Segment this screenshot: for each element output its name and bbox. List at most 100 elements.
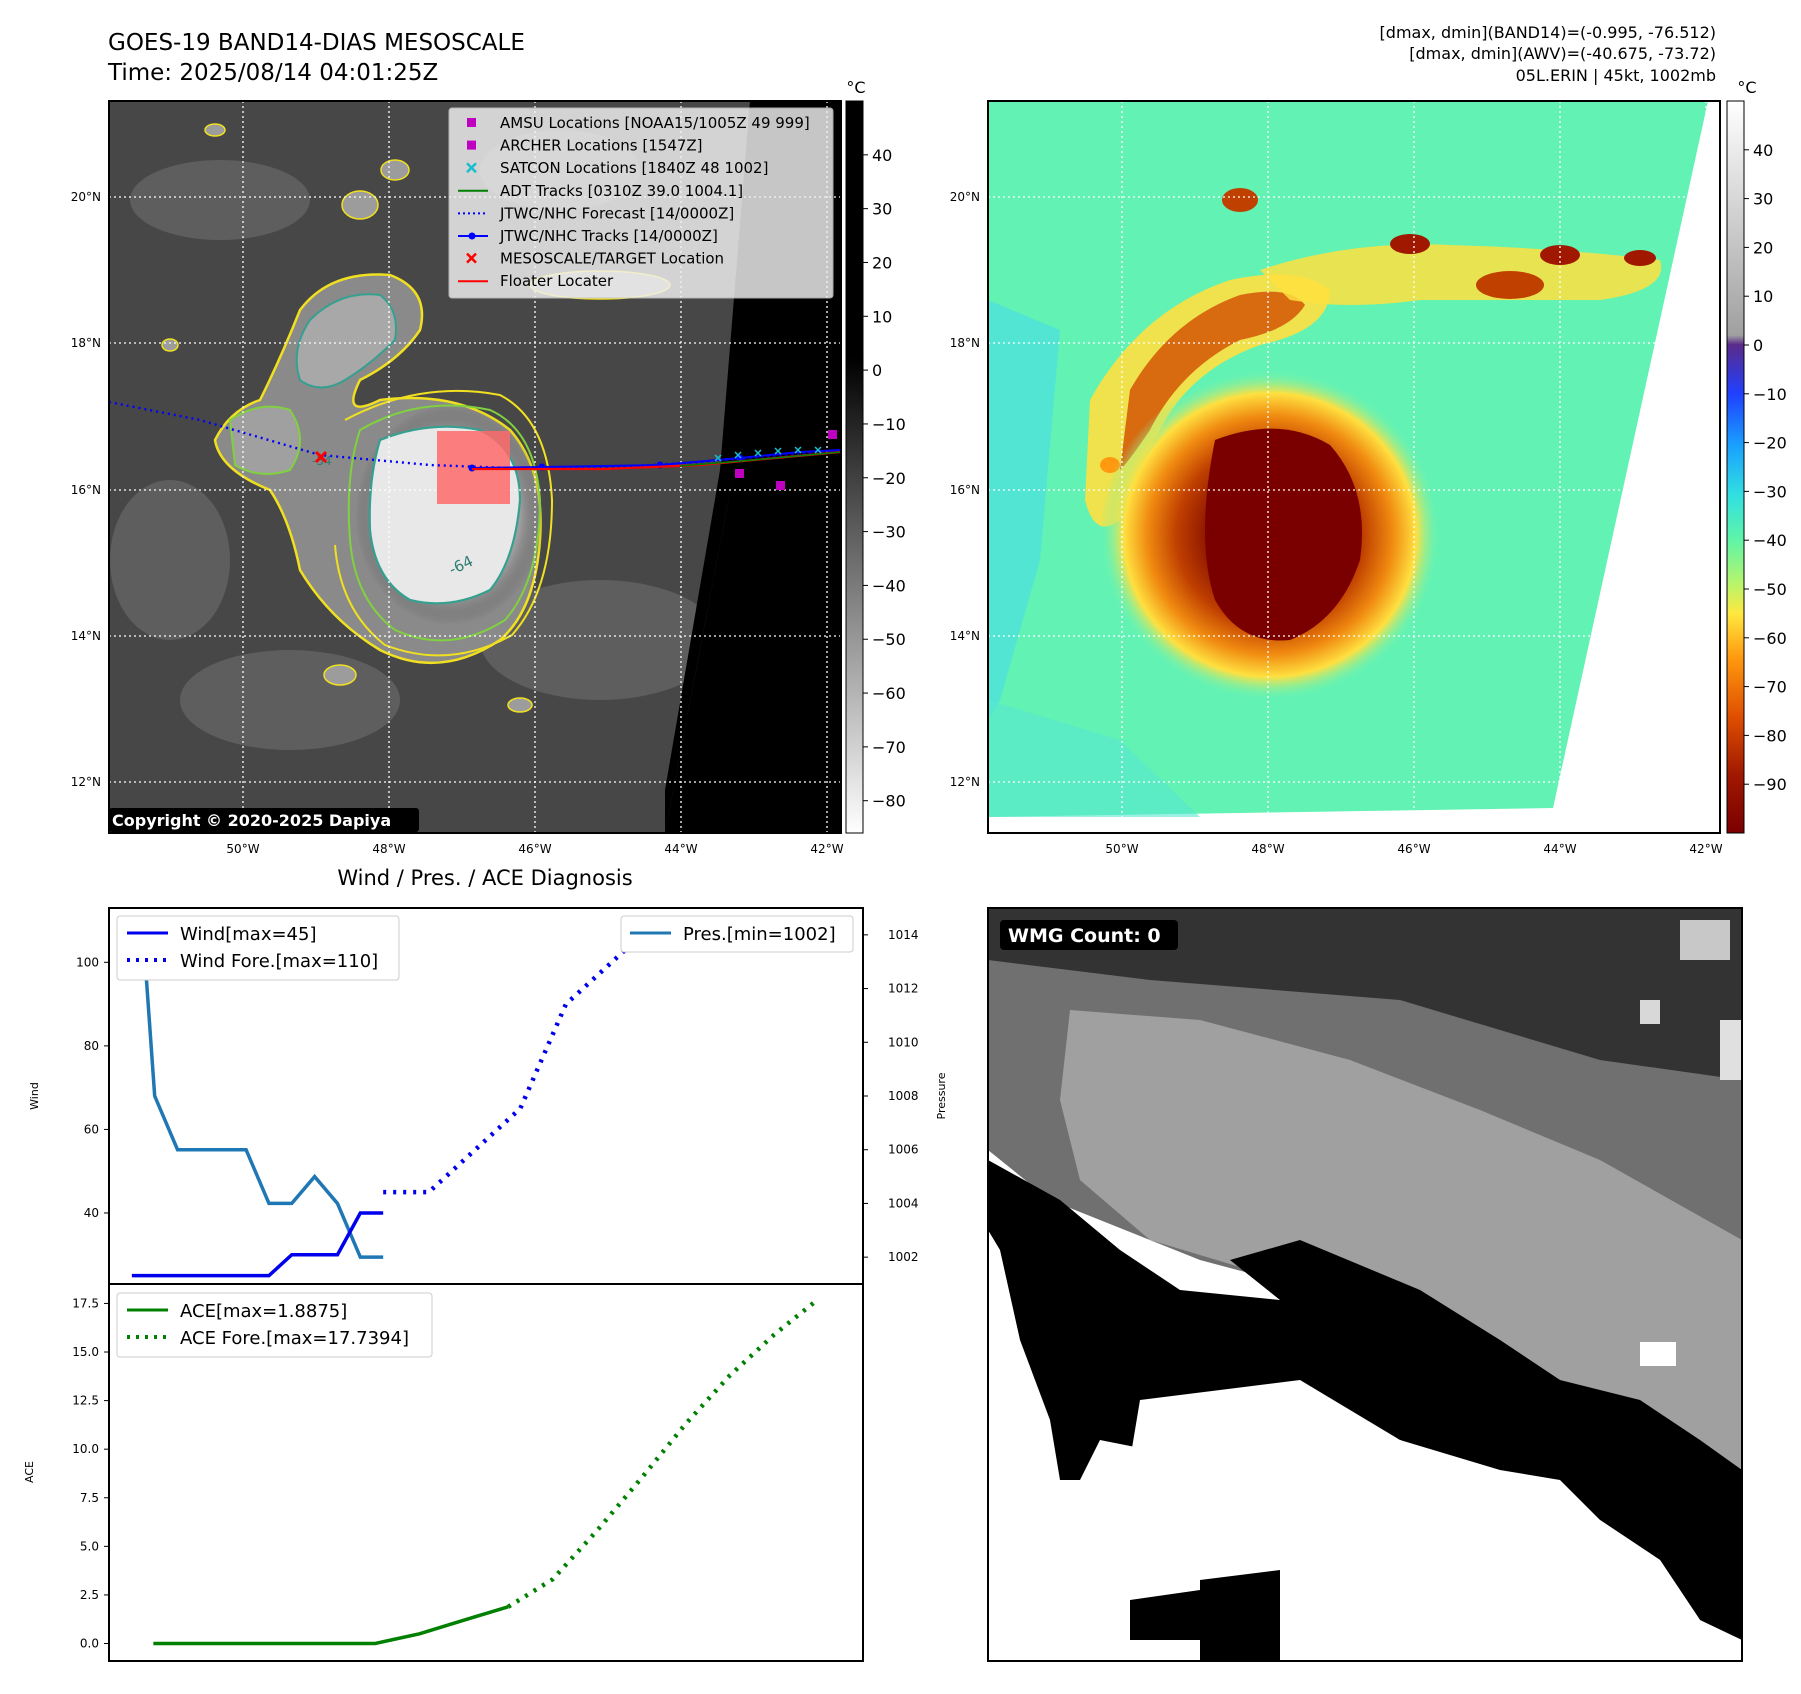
contour-label-54: -54 <box>312 454 332 468</box>
colorbar-tick-label: −80 <box>1753 726 1787 745</box>
lat-tick-label: 12°N <box>71 775 101 789</box>
colorbar-tick-label: 40 <box>1753 141 1773 160</box>
lat-tick-label: 20°N <box>950 190 980 204</box>
wind-ytick-label: 80 <box>84 1039 99 1053</box>
ace-ytick-label: 17.5 <box>72 1296 99 1310</box>
legend-label: ADT Tracks [0310Z 39.0 1004.1] <box>500 182 743 200</box>
wind-ytick-label: 60 <box>84 1122 99 1136</box>
lat-tick-label: 14°N <box>950 629 980 643</box>
colorbar-tick-label: −80 <box>872 792 906 811</box>
mesoscale-target-marker <box>314 450 328 464</box>
colorbar-tick-label: −90 <box>1753 775 1787 794</box>
adt-track <box>679 451 841 467</box>
right-map-gridlines <box>988 101 1720 833</box>
pressure-legend-label: Pres.[min=1002] <box>683 924 836 945</box>
wmg-panel: WMG Count: 0 <box>987 907 1743 1662</box>
lon-tick-label: 44°W <box>1543 842 1576 856</box>
wind-yticks: 40 60 80 100 <box>76 955 109 1220</box>
lon-tick-label: 50°W <box>1105 842 1138 856</box>
legend-label: MESOSCALE/TARGET Location <box>500 250 724 268</box>
colorbar-tick-label: −70 <box>1753 678 1787 697</box>
legend-marker-square <box>467 140 476 150</box>
ace-ytick-label: 12.5 <box>72 1394 99 1408</box>
pressure-ytick-label: 1002 <box>888 1250 919 1264</box>
lat-tick-label: 18°N <box>71 336 101 350</box>
left-colorbar-ticks: 40 30 20 10 0 −10 −20 −30 −40 −50 −60 −70 −80 <box>863 146 906 811</box>
right-colorbar-unit: °C <box>1737 78 1756 97</box>
amsu-archer-markers <box>735 430 837 490</box>
ace-ytick-label: 10.0 <box>72 1442 99 1456</box>
colorbar-tick-label: −10 <box>1753 385 1787 404</box>
ace-series <box>153 1297 821 1646</box>
ace-ytick-label: 0.0 <box>80 1637 99 1651</box>
legend-label: Floater Locater <box>500 272 614 290</box>
wind-line <box>131 1211 384 1278</box>
ace-yticks: 0.0 2.5 5.0 7.5 10.0 12.5 15.0 17.5 <box>72 1296 109 1651</box>
colorbar-tick-label: −40 <box>872 576 906 595</box>
pressure-yticks: 1002 1004 1006 1008 1010 1012 1014 <box>863 928 919 1264</box>
figure-title: GOES-19 BAND14-DIAS MESOSCALE <box>108 30 525 56</box>
pressure-ytick-label: 1008 <box>888 1089 919 1103</box>
legend-marker-square <box>467 118 476 127</box>
lon-tick-label: 46°W <box>518 842 551 856</box>
pressure-ytick-label: 1006 <box>888 1143 919 1157</box>
map-legend: AMSU Locations [NOAA15/1005Z 49 999] ARCH… <box>448 107 834 299</box>
lat-tick-label: 16°N <box>71 483 101 497</box>
left-map-frame <box>108 100 842 834</box>
colorbar-tick-label: 40 <box>872 146 892 165</box>
colorbar-tick-label: 10 <box>1753 287 1773 306</box>
legend-label: SATCON Locations [1840Z 48 1002] <box>500 159 768 177</box>
colorbar-tick-label: −60 <box>872 684 906 703</box>
colorbar-tick-label: −10 <box>872 415 906 434</box>
ace-forecast-line <box>506 1297 821 1609</box>
left-map-panel: -64 -54 <box>108 100 842 834</box>
colorbar-tick-label: −50 <box>1753 580 1787 599</box>
ace-ytick-label: 15.0 <box>72 1345 99 1359</box>
colorbar-tick-label: 0 <box>1753 336 1763 355</box>
left-colorbar-unit: °C <box>846 78 865 97</box>
wind-series <box>131 918 749 1278</box>
pressure-ytick-label: 1014 <box>888 928 919 942</box>
legend-marker-x <box>466 162 477 174</box>
right-colorbar: °C 40 30 20 10 0 −10 −20 −30 −40 −50 −60 −70 −80 −90 <box>1726 78 1787 834</box>
wmg-black-region <box>988 1160 1280 1480</box>
lon-tick-label: 46°W <box>1397 842 1430 856</box>
map-axis-ticks: 50°W 50°W 48°W 48°W 46°W 46°W 44°W 44°W 42°W 42°W… <box>71 190 1723 856</box>
wind-ytick-label: 40 <box>84 1206 99 1220</box>
wind-ytick-label: 100 <box>76 955 99 969</box>
colorbar-tick-label: 0 <box>872 361 882 380</box>
colorbar-tick-label: 30 <box>872 200 892 219</box>
wind-forecast-legend-label: Wind Fore.[max=110] <box>180 951 378 972</box>
right-map-band <box>1085 188 1662 527</box>
right-map-frame <box>987 100 1721 834</box>
lon-tick-label: 48°W <box>1251 842 1284 856</box>
legend-marker-x <box>466 252 477 264</box>
ace-line <box>153 1605 509 1646</box>
stats-storm: 05L.ERIN | 45kt, 1002mb <box>1516 66 1716 85</box>
right-map-panel <box>987 100 1721 834</box>
stats-band14: [dmax, dmin](BAND14)=(-0.995, -76.512) <box>1380 23 1716 42</box>
ace-ytick-label: 5.0 <box>80 1539 99 1553</box>
lon-tick-label: 44°W <box>664 842 697 856</box>
ace-axis-label: ACE <box>23 1461 36 1483</box>
lon-tick-label: 42°W <box>810 842 843 856</box>
lon-tick-label: 48°W <box>372 842 405 856</box>
stats-awv: [dmax, dmin](AWV)=(-40.675, -73.72) <box>1409 44 1716 63</box>
ace-legend: ACE[max=1.8875] ACE Fore.[max=17.7394] <box>116 1292 433 1358</box>
colorbar-tick-label: −20 <box>1753 434 1787 453</box>
ace-chart: ACE 0.0 2.5 5.0 7.5 10.0 12.5 15.0 17.5 ACE[max… <box>23 1283 864 1662</box>
lat-tick-label: 12°N <box>950 775 980 789</box>
colorbar-tick-label: −30 <box>1753 482 1787 501</box>
lat-tick-label: 16°N <box>950 483 980 497</box>
wind-pres-chart: Wind Pressure 40 60 80 100 1002 1004 1006 1008… <box>28 907 948 1285</box>
satcon-markers <box>714 446 822 462</box>
lon-tick-label: 42°W <box>1689 842 1722 856</box>
colorbar-tick-label: −40 <box>1753 531 1787 550</box>
legend-marker-dot <box>468 232 476 240</box>
wmg-label-box <box>1000 920 1178 950</box>
ace-legend-label: ACE[max=1.8875] <box>180 1301 347 1322</box>
figure-time: Time: 2025/08/14 04:01:25Z <box>107 60 438 86</box>
left-colorbar: °C 40 30 20 10 0 −10 −20 −30 −40 −50 −60 −70 −80 <box>845 78 906 834</box>
